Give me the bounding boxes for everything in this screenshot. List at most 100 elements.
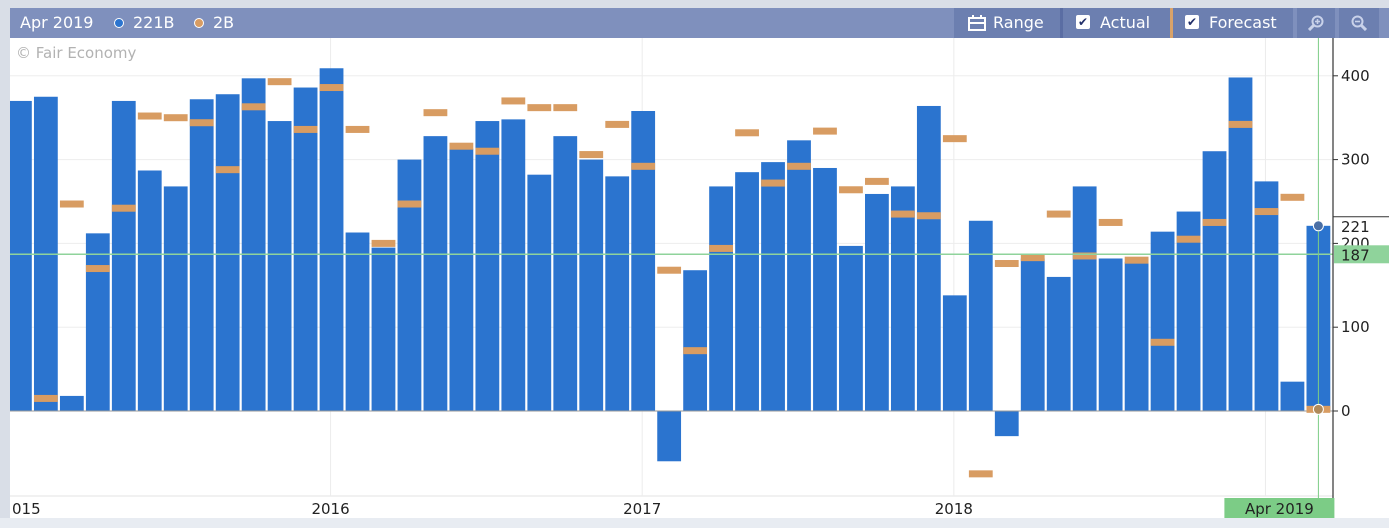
x-axis-band xyxy=(10,496,1333,522)
actual-bar xyxy=(1228,77,1253,411)
forecast-marker xyxy=(605,120,630,128)
forecast-marker xyxy=(553,104,578,112)
actual-bar xyxy=(1124,261,1149,411)
actual-bar xyxy=(267,121,292,411)
forecast-marker xyxy=(1150,338,1175,346)
actual-bar xyxy=(839,245,863,411)
actual-value: 221B xyxy=(133,13,175,32)
actual-checkbox-icon[interactable]: ✔ xyxy=(1076,15,1090,29)
actual-bar xyxy=(605,176,630,411)
actual-label-box xyxy=(1334,217,1389,234)
forecast-marker xyxy=(1202,218,1227,226)
forecast-marker xyxy=(293,125,318,133)
axis-panel xyxy=(1333,38,1389,522)
actual-bar xyxy=(501,119,526,411)
actual-bar xyxy=(85,233,110,411)
cursor-date-box xyxy=(1224,498,1335,520)
watermark: © Fair Economy xyxy=(16,44,137,62)
forecast-marker xyxy=(787,162,811,170)
actual-bar xyxy=(916,105,941,411)
forecast-marker xyxy=(683,347,708,355)
forecast-marker xyxy=(527,104,552,112)
x-tick-label: 015 xyxy=(12,500,41,518)
y-tick-label: 300 xyxy=(1341,151,1370,169)
forecast-marker xyxy=(631,162,656,170)
actual-bar xyxy=(683,270,708,411)
forecast-marker xyxy=(968,470,993,478)
selected-date: Apr 2019 xyxy=(20,13,94,32)
range-button[interactable]: Range xyxy=(954,8,1060,38)
forecast-marker xyxy=(1254,208,1279,216)
actual-bar xyxy=(813,167,837,411)
actual-bar xyxy=(10,100,32,411)
actual-bar xyxy=(59,395,84,411)
x-tick-label: 2018 xyxy=(935,500,973,518)
actual-bar xyxy=(1150,231,1175,411)
actual-bar xyxy=(657,411,682,462)
actual-bar xyxy=(241,78,266,411)
actual-bar xyxy=(215,94,240,412)
forecast-marker xyxy=(1228,120,1253,128)
cursor-forecast-dot xyxy=(1312,403,1324,415)
zoom-in-button[interactable] xyxy=(1297,8,1335,38)
x-tick-label: 2016 xyxy=(311,500,349,518)
reference-value-label: 187 xyxy=(1341,246,1370,264)
forecast-marker xyxy=(33,394,58,402)
actual-toggle[interactable]: ✔ Actual xyxy=(1063,8,1170,38)
actual-bar xyxy=(371,247,396,411)
actual-bar xyxy=(449,148,474,411)
actual-bar xyxy=(527,174,552,411)
actual-bar xyxy=(994,411,1019,437)
zoom-out-button[interactable] xyxy=(1339,8,1379,38)
forecast-marker xyxy=(85,265,110,273)
forecast-marker xyxy=(189,119,214,127)
forecast-marker xyxy=(475,147,500,155)
forecast-marker xyxy=(579,151,604,159)
bottom-band xyxy=(0,518,1389,528)
actual-bar xyxy=(319,68,344,411)
cursor-date-label: Apr 2019 xyxy=(1245,500,1314,518)
forecast-marker xyxy=(163,114,188,122)
forecast-marker xyxy=(371,239,396,247)
actual-bar xyxy=(345,232,370,411)
forecast-marker xyxy=(994,260,1019,268)
actual-bar xyxy=(942,295,967,411)
forecast-marker xyxy=(890,210,915,218)
y-tick-label: 0 xyxy=(1341,402,1351,420)
forecast-marker xyxy=(1098,218,1123,226)
forecast-marker xyxy=(267,78,292,86)
actual-bar xyxy=(475,121,500,411)
forecast-marker xyxy=(449,142,474,150)
forecast-marker xyxy=(1176,235,1201,243)
forecast-marker xyxy=(709,244,733,252)
reference-label-box xyxy=(1334,245,1389,264)
forecast-marker xyxy=(1124,256,1149,264)
actual-bar xyxy=(111,100,136,411)
actual-bar xyxy=(579,159,604,411)
forecast-marker xyxy=(942,135,967,143)
forecast-checkbox-icon[interactable]: ✔ xyxy=(1185,15,1199,29)
actual-bar xyxy=(709,186,733,411)
chart-plot[interactable]: 010020030040022118701520162017201820Apr … xyxy=(10,38,1389,522)
actual-bar xyxy=(787,140,811,411)
forecast-marker xyxy=(111,204,136,212)
cursor-actual-dot xyxy=(1312,220,1324,232)
actual-bar xyxy=(1176,211,1201,411)
forecast-marker xyxy=(813,127,837,135)
forecast-marker xyxy=(839,186,863,194)
forecast-marker xyxy=(345,125,370,133)
forecast-value: 2B xyxy=(213,13,235,32)
forecast-marker xyxy=(319,84,344,92)
actual-bar xyxy=(735,172,759,411)
forecast-marker xyxy=(761,179,785,187)
actual-bar xyxy=(631,110,656,411)
range-label: Range xyxy=(993,13,1044,32)
forecast-toggle[interactable]: ✔ Forecast xyxy=(1173,8,1293,38)
actual-toggle-label: Actual xyxy=(1100,13,1151,32)
actual-value-label: 221 xyxy=(1341,218,1370,236)
actual-bar xyxy=(1046,276,1071,411)
forecast-marker xyxy=(1072,252,1097,260)
y-tick-label: 100 xyxy=(1341,318,1370,336)
forecast-marker xyxy=(215,166,240,174)
actual-bar xyxy=(189,99,214,411)
